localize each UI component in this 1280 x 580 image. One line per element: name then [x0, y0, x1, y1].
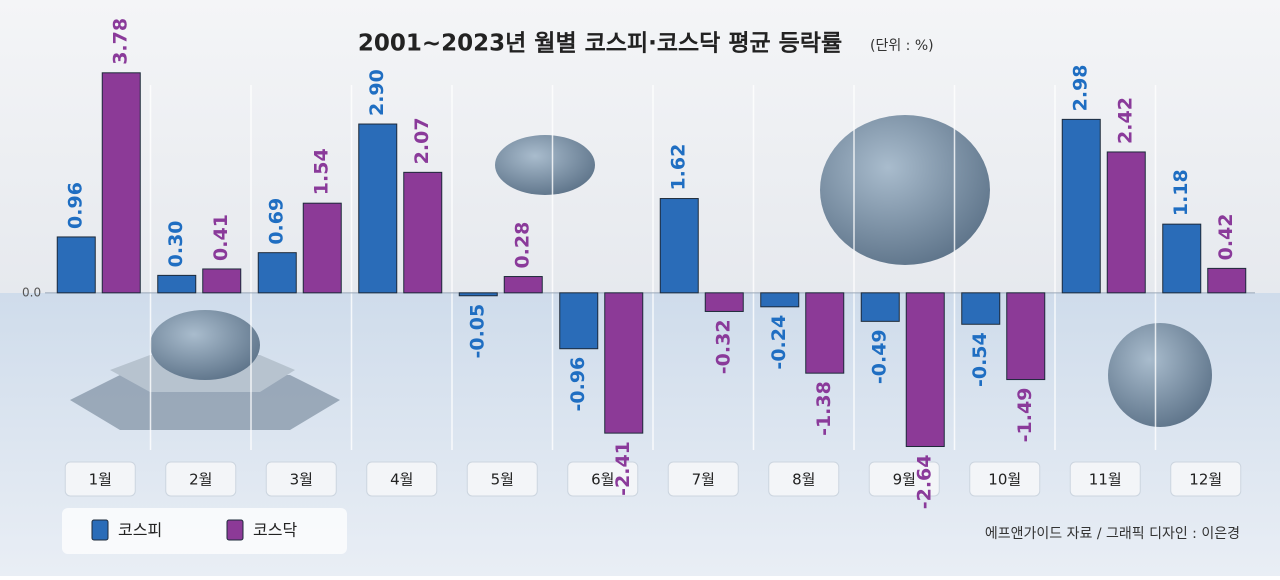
legend-label: 코스닥 — [253, 521, 297, 540]
category-box — [64, 461, 136, 497]
source-note: 에프앤가이드 자료 / 그래픽 디자인 : 이은경 — [985, 526, 1240, 542]
x-tick-label: 2월 — [189, 471, 212, 489]
decoration — [70, 115, 1212, 430]
bar — [503, 276, 543, 294]
value-label: -2.64 — [914, 455, 936, 510]
value-label: -1.38 — [813, 381, 835, 436]
x-tick-label: 1월 — [89, 471, 112, 489]
bar — [257, 252, 297, 294]
category-box — [165, 461, 237, 497]
y-tick-label: 0.0 — [22, 285, 41, 299]
category-box — [768, 461, 840, 497]
bar — [604, 292, 644, 434]
value-label: 2.98 — [1070, 64, 1092, 111]
value-label: 0.96 — [65, 182, 87, 229]
x-tick-label: 3월 — [290, 471, 313, 489]
value-label: -0.96 — [567, 357, 589, 412]
x-tick-label: 10월 — [988, 471, 1021, 489]
value-label: -0.32 — [713, 319, 735, 374]
value-label: 2.07 — [411, 117, 433, 164]
bar — [760, 292, 800, 308]
value-label: 0.30 — [165, 220, 187, 267]
bar — [1061, 118, 1101, 294]
value-label: 0.42 — [1215, 213, 1237, 260]
bar — [860, 292, 900, 322]
bar — [1006, 292, 1046, 381]
value-label: 1.54 — [311, 148, 333, 195]
value-label: 0.28 — [512, 222, 534, 269]
value-label: 2.90 — [366, 69, 388, 116]
category-box — [1170, 461, 1242, 497]
x-tick-label: 5월 — [491, 471, 514, 489]
bar — [704, 292, 744, 312]
x-tick-label: 4월 — [390, 471, 413, 489]
bar — [659, 198, 699, 294]
bar — [961, 292, 1001, 325]
x-tick-label: 12월 — [1189, 471, 1222, 489]
value-label: -0.05 — [467, 304, 489, 359]
x-tick-label: 9월 — [893, 471, 916, 489]
bar — [1207, 267, 1247, 294]
bar — [202, 268, 242, 294]
category-box — [466, 461, 538, 497]
bar — [157, 274, 197, 294]
value-label: 3.78 — [110, 18, 132, 65]
x-tick-label: 8월 — [792, 471, 815, 489]
value-label: 2.42 — [1115, 97, 1137, 144]
bar — [559, 292, 599, 350]
category-box — [868, 461, 940, 497]
bar — [458, 292, 498, 297]
bar — [1162, 223, 1202, 294]
value-label: -2.41 — [612, 441, 634, 496]
legend-swatch — [91, 519, 109, 541]
category-box — [366, 461, 438, 497]
legend-box — [62, 508, 347, 554]
value-label: 1.18 — [1170, 169, 1192, 216]
x-tick-label: 6월 — [591, 471, 614, 489]
bar — [56, 236, 96, 294]
category-box — [567, 461, 639, 497]
chart-title: 2001~2023년 월별 코스피·코스닥 평균 등락률 — [358, 31, 842, 57]
value-label: -0.24 — [768, 315, 790, 370]
chart-subtitle: (단위 : %) — [870, 38, 934, 54]
legend-label: 코스피 — [118, 521, 162, 540]
category-box — [667, 461, 739, 497]
bar — [905, 292, 945, 448]
value-label: -0.54 — [969, 332, 991, 387]
value-label: -0.49 — [869, 329, 891, 384]
bar — [403, 171, 443, 294]
value-label: 0.41 — [210, 214, 232, 261]
bar — [358, 123, 398, 294]
bar — [805, 292, 845, 374]
bar — [302, 202, 342, 294]
category-box — [969, 461, 1041, 497]
value-label: 1.62 — [668, 144, 690, 191]
bar — [1106, 151, 1146, 294]
category-box — [1069, 461, 1141, 497]
x-tick-label: 7월 — [692, 471, 715, 489]
x-tick-label: 11월 — [1089, 471, 1122, 489]
value-label: -1.49 — [1014, 388, 1036, 443]
bar — [101, 72, 141, 294]
legend-swatch — [226, 519, 244, 541]
value-label: 0.69 — [266, 198, 288, 245]
category-box — [265, 461, 337, 497]
